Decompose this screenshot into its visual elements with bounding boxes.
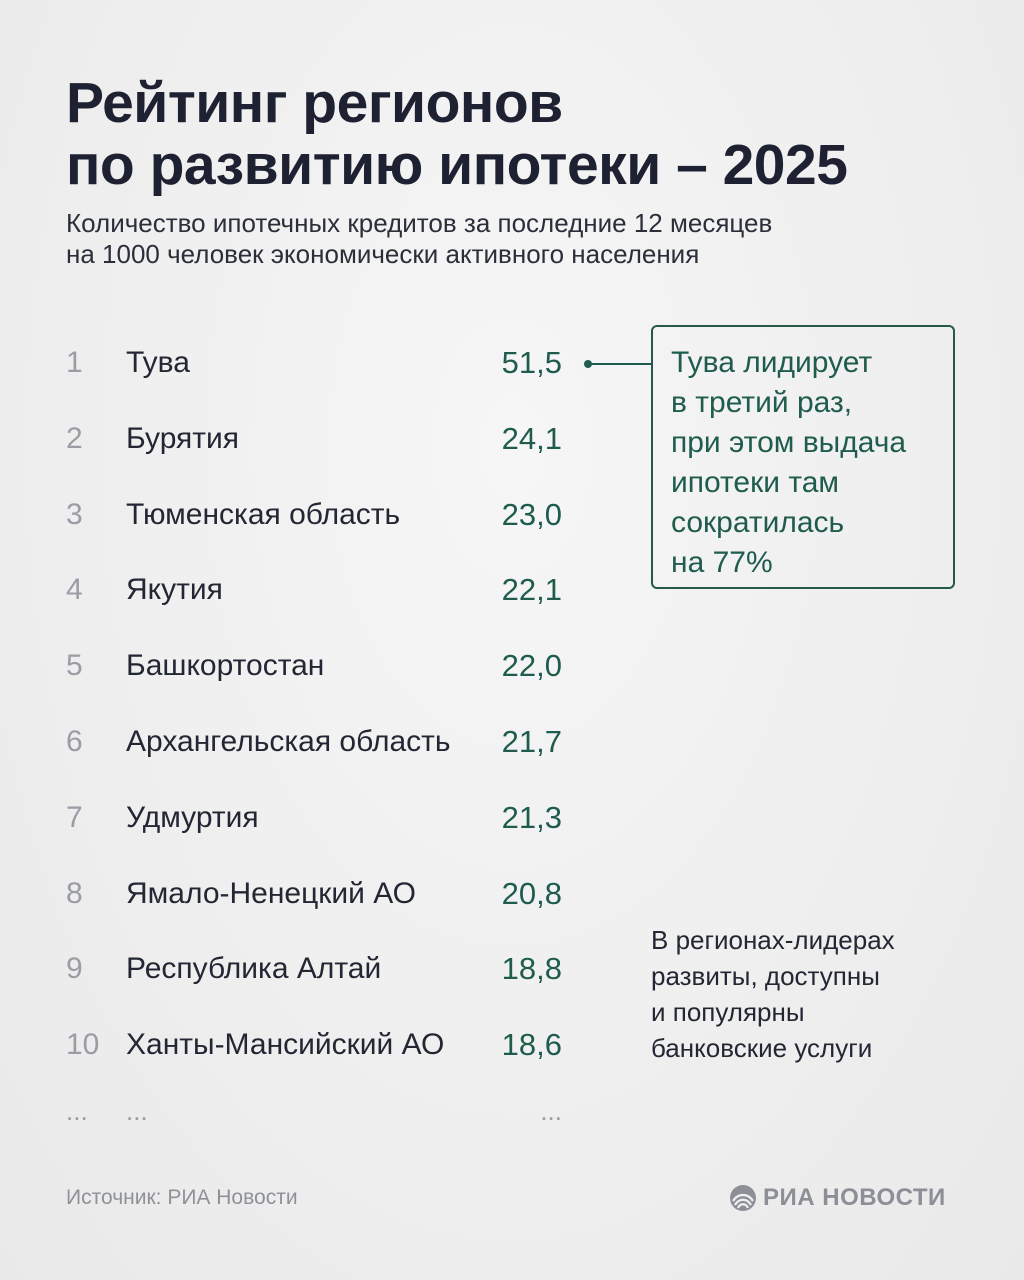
rank-cell: 3 bbox=[66, 498, 83, 531]
region-cell: Ямало-Ненецкий АО bbox=[126, 877, 416, 910]
region-cell: Башкортостан bbox=[126, 649, 325, 682]
side-note: В регионах-лидерах развиты, доступны и поп… bbox=[651, 922, 981, 1066]
rank-cell: 1 bbox=[66, 346, 83, 379]
rank-cell: 5 bbox=[66, 649, 83, 682]
value-cell: 18,8 bbox=[501, 951, 562, 986]
rank-cell: 7 bbox=[66, 801, 83, 834]
note-line: развиты, доступны bbox=[651, 961, 880, 991]
callout-line: сократилась bbox=[671, 506, 845, 539]
continuation-row: ......... bbox=[0, 1088, 620, 1134]
brand-name: РИА НОВОСТИ bbox=[763, 1184, 946, 1211]
value-cell: 24,1 bbox=[501, 421, 562, 456]
region-cell: Архангельская область bbox=[126, 725, 451, 758]
source-caption: Источник: РИА Новости bbox=[66, 1186, 298, 1209]
region-cell: Ханты-Мансийский АО bbox=[126, 1028, 445, 1061]
rank-cell: 6 bbox=[66, 725, 83, 758]
region-cell: Бурятия bbox=[126, 422, 240, 455]
value-cell: 21,3 bbox=[501, 800, 562, 835]
callout-connector bbox=[584, 360, 652, 368]
table-row: 1 Тува 51,5 bbox=[0, 340, 620, 386]
value-cell: 51,5 bbox=[501, 345, 562, 380]
subtitle-line-1: Количество ипотечных кредитов за последн… bbox=[66, 208, 773, 238]
note-line: банковские услуги bbox=[651, 1033, 873, 1063]
rank-cell: 9 bbox=[66, 952, 83, 985]
value-cell: 22,1 bbox=[501, 572, 562, 607]
table-row: 7 Удмуртия 21,3 bbox=[0, 795, 620, 841]
continuation-value: ... bbox=[540, 1096, 562, 1126]
table-row: 5 Башкортостан 22,0 bbox=[0, 643, 620, 689]
rank-cell: 2 bbox=[66, 422, 83, 455]
value-cell: 23,0 bbox=[501, 497, 562, 532]
page-title: Рейтинг регионов по развитию ипотеки – 2… bbox=[66, 72, 966, 196]
continuation-rank: ... bbox=[66, 1096, 88, 1126]
table-row: 6 Архангельская область 21,7 bbox=[0, 719, 620, 765]
table-row: 9 Республика Алтай 18,8 bbox=[0, 946, 620, 992]
table-row: 4 Якутия 22,1 bbox=[0, 567, 620, 613]
region-cell: Тюменская область bbox=[126, 498, 401, 531]
region-cell: Якутия bbox=[126, 573, 223, 606]
title-line-1: Рейтинг регионов bbox=[66, 71, 563, 135]
rank-cell: 10 bbox=[66, 1028, 100, 1061]
rank-cell: 4 bbox=[66, 573, 83, 606]
brand: РИА НОВОСТИ bbox=[729, 1182, 946, 1214]
region-cell: Республика Алтай bbox=[126, 952, 382, 985]
continuation-region: ... bbox=[126, 1096, 148, 1126]
value-cell: 18,6 bbox=[501, 1027, 562, 1062]
rank-cell: 8 bbox=[66, 877, 83, 910]
value-cell: 20,8 bbox=[501, 876, 562, 911]
subtitle-line-2: на 1000 человек экономически активного н… bbox=[66, 239, 700, 269]
table-row: 2 Бурятия 24,1 bbox=[0, 416, 620, 462]
ranking-table: 1 Тува 51,5 2 Бурятия 24,1 3 Тюменская область 2… bbox=[0, 340, 620, 1134]
title-line-2: по развитию ипотеки – 2025 bbox=[66, 133, 848, 197]
table-row: 8 Ямало-Ненецкий АО 20,8 bbox=[0, 871, 620, 917]
value-cell: 21,7 bbox=[501, 724, 562, 759]
table-row: 3 Тюменская область 23,0 bbox=[0, 492, 620, 538]
table-row: 10 Ханты-Мансийский АО 18,6 bbox=[0, 1022, 620, 1068]
callout-line: ипотеки там bbox=[671, 466, 840, 499]
value-cell: 22,0 bbox=[501, 648, 562, 683]
region-cell: Тува bbox=[126, 346, 190, 379]
callout-line: на 77% bbox=[671, 546, 773, 579]
tuva-callout-box: Тува лидирует в третий раз, при этом выдач… bbox=[651, 325, 955, 589]
page-subtitle: Количество ипотечных кредитов за последн… bbox=[66, 208, 966, 270]
callout-line: при этом выдача bbox=[671, 426, 907, 459]
callout-line: Тува лидирует bbox=[671, 346, 873, 379]
region-cell: Удмуртия bbox=[126, 801, 259, 834]
ria-novosti-logo-icon bbox=[730, 1185, 756, 1211]
note-line: и популярны bbox=[651, 997, 805, 1027]
note-line: В регионах-лидерах bbox=[651, 925, 895, 955]
callout-line: в третий раз, bbox=[671, 386, 853, 419]
